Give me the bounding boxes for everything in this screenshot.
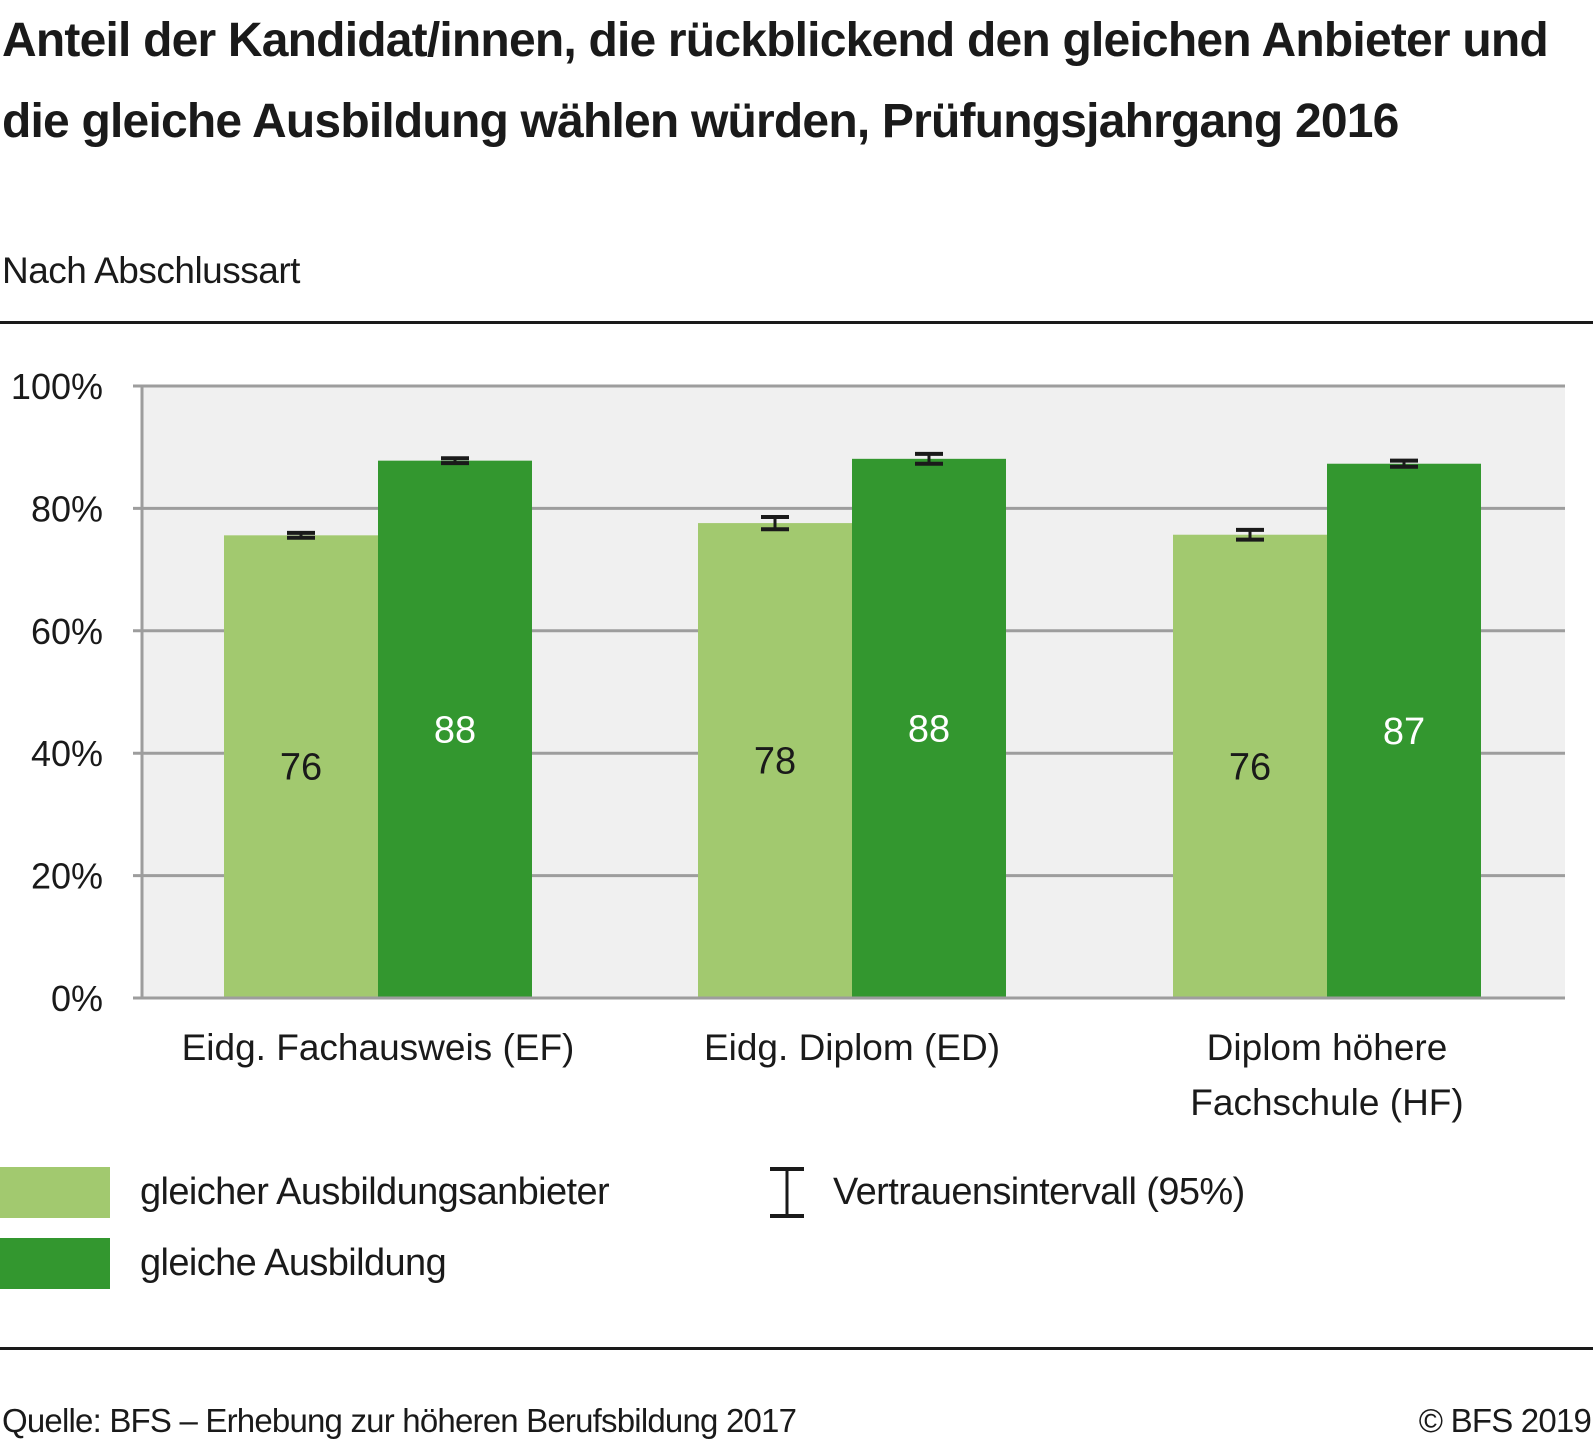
data-label: 88 bbox=[434, 709, 476, 751]
x-tick-label: Eidg. Diplom (ED) bbox=[704, 1027, 1000, 1068]
x-tick-label: Fachschule (HF) bbox=[1190, 1082, 1463, 1123]
source-note: Quelle: BFS – Erhebung zur höheren Beruf… bbox=[2, 1402, 797, 1439]
legend-item-ci: Vertrauensintervall (95%) bbox=[768, 1167, 1245, 1218]
bar bbox=[698, 523, 852, 998]
data-label: 87 bbox=[1383, 711, 1425, 753]
chart-title: Anteil der Kandidat/innen, die rückblick… bbox=[2, 14, 1549, 148]
legend-item-provider: gleicher Ausbildungsanbieter bbox=[0, 1167, 610, 1218]
bottom-divider bbox=[0, 1347, 1593, 1350]
y-tick-label: 100% bbox=[11, 366, 103, 407]
top-divider bbox=[0, 321, 1593, 324]
data-label: 76 bbox=[1229, 746, 1271, 788]
bar bbox=[1173, 534, 1327, 998]
data-label: 76 bbox=[280, 747, 322, 789]
chart-subtitle: Nach Abschlussart bbox=[2, 250, 300, 291]
x-tick-label: Diplom höhere bbox=[1207, 1027, 1448, 1068]
bar bbox=[224, 535, 378, 998]
bar bbox=[1327, 463, 1481, 998]
y-tick-label: 80% bbox=[31, 488, 103, 529]
data-label: 88 bbox=[908, 708, 950, 750]
x-tick-label: Eidg. Fachausweis (EF) bbox=[182, 1027, 575, 1068]
copyright: © BFS 2019 bbox=[1418, 1402, 1592, 1439]
y-tick-label: 20% bbox=[31, 856, 103, 897]
legend-label-training: gleiche Ausbildung bbox=[140, 1242, 447, 1284]
data-label: 78 bbox=[754, 741, 796, 783]
legend-label-provider: gleicher Ausbildungsanbieter bbox=[140, 1171, 610, 1213]
bar bbox=[378, 460, 532, 998]
legend-item-training: gleiche Ausbildung bbox=[0, 1238, 447, 1289]
error-bar-icon bbox=[770, 1167, 804, 1218]
legend-swatch-provider bbox=[0, 1167, 110, 1218]
bar bbox=[852, 458, 1006, 998]
y-tick-label: 0% bbox=[51, 978, 103, 1019]
y-tick-label: 40% bbox=[31, 733, 103, 774]
legend-label-ci: Vertrauensintervall (95%) bbox=[833, 1171, 1245, 1213]
legend-swatch-training bbox=[0, 1238, 110, 1289]
y-tick-label: 60% bbox=[31, 611, 103, 652]
